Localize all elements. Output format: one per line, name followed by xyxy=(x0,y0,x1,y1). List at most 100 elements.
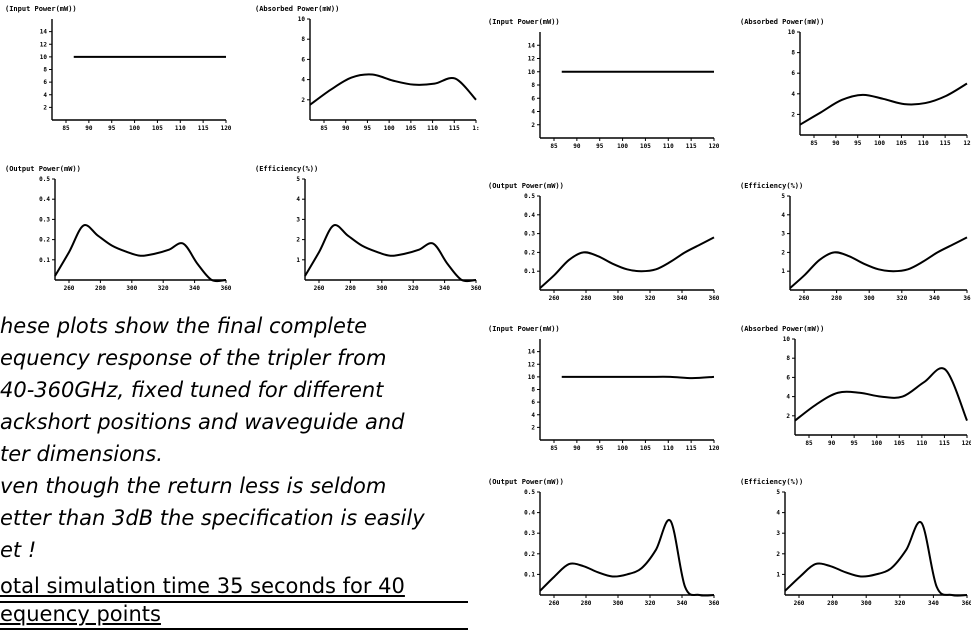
x-tick-label: 120 xyxy=(221,125,232,132)
x-tick-label: 110 xyxy=(916,440,927,447)
y-tick-label: 14 xyxy=(40,29,48,36)
caption-line: ackshort positions and waveguide and xyxy=(0,410,405,434)
x-tick-label: 85 xyxy=(62,125,70,132)
plot-g3-absorbed: (Absorbed Power(mW)) 2 4 6 8 10 85 90 95 100 105 11… xyxy=(740,325,971,458)
plot-title: (Efficiency(%)) xyxy=(740,182,804,190)
x-tick-label: 110 xyxy=(663,445,674,452)
y-tick-label: 10 xyxy=(298,16,306,23)
x-tick-label: 105 xyxy=(894,440,905,447)
plot-title: (Input Power(mW)) xyxy=(488,325,560,333)
plot-title: (Output Power(mW)) xyxy=(5,165,81,173)
y-tick-label: 3 xyxy=(776,530,780,537)
x-tick-label: 1: xyxy=(472,125,479,132)
x-tick-label: 260 xyxy=(794,600,805,607)
x-tick-label: 320 xyxy=(896,295,907,302)
plot-g3-output: (Output Power(mW)) 0.1 0.2 0.3 0.4 0.5 260 280 3… xyxy=(488,478,720,608)
x-tick-label: 95 xyxy=(854,140,862,147)
x-tick-label: 280 xyxy=(827,600,838,607)
x-tick-label: 85 xyxy=(805,440,813,447)
x-tick-label: 115 xyxy=(686,445,697,452)
series-line xyxy=(304,224,477,283)
y-tick-label: 4 xyxy=(786,394,790,401)
x-tick-label: 105 xyxy=(405,125,416,132)
y-tick-label: 2 xyxy=(791,111,795,118)
series-line xyxy=(539,518,715,597)
x-tick-label: 360 xyxy=(962,600,971,607)
y-tick-label: 2 xyxy=(301,97,305,104)
y-tick-label: 1 xyxy=(776,571,780,578)
x-tick-label: 360 xyxy=(471,285,482,292)
x-tick-label: 110 xyxy=(175,125,186,132)
y-tick-label: 2 xyxy=(43,104,47,111)
y-tick-label: 10 xyxy=(528,69,536,76)
x-tick-label: 95 xyxy=(851,440,859,447)
x-tick-label: 105 xyxy=(896,140,907,147)
x-tick-label: 360 xyxy=(221,285,232,292)
y-tick-label: 0.5 xyxy=(524,193,535,200)
x-tick-label: 100 xyxy=(129,125,140,132)
x-tick-label: 95 xyxy=(108,125,116,132)
x-tick-label: 110 xyxy=(663,143,674,150)
x-tick-label: 300 xyxy=(864,295,875,302)
plot-svg: 2 4 6 8 10 12 14 85 90 95 100 105 110 115 120 xyxy=(40,19,232,132)
y-tick-label: 5 xyxy=(296,176,300,183)
x-tick-label: 260 xyxy=(549,600,560,607)
caption-line: hese plots show the final complete xyxy=(0,314,368,338)
y-tick-label: 8 xyxy=(43,67,47,74)
x-tick-label: 300 xyxy=(861,600,872,607)
y-tick-label: 0.1 xyxy=(39,257,50,264)
y-tick-label: 8 xyxy=(531,387,535,394)
plot-g2-efficiency: (Efficiency(%)) 1 2 3 4 5 260 280 300 320 340 36 xyxy=(740,182,971,320)
y-tick-label: 4 xyxy=(776,510,780,517)
y-tick-label: 3 xyxy=(296,216,300,223)
x-tick-label: 340 xyxy=(189,285,200,292)
caption-line: ven though the return less is seldom xyxy=(0,474,387,498)
x-tick-label: 95 xyxy=(596,445,604,452)
plot-svg: 2 4 6 8 10 85 90 95 100 105 110 115 12 xyxy=(788,29,971,147)
x-tick-label: 300 xyxy=(126,285,137,292)
caption-line: ter dimensions. xyxy=(0,442,163,466)
y-tick-label: 0.2 xyxy=(39,237,50,244)
y-tick-label: 0.3 xyxy=(39,216,50,223)
y-tick-label: 4 xyxy=(781,212,785,219)
series-line xyxy=(784,520,968,597)
x-tick-label: 260 xyxy=(314,285,325,292)
y-tick-label: 12 xyxy=(40,41,48,48)
x-tick-label: 120 xyxy=(962,440,971,447)
x-tick-label: 340 xyxy=(677,600,688,607)
plot-svg: 2 4 6 8 10 85 90 95 100 105 110 115 1: xyxy=(298,16,480,132)
x-tick-label: 260 xyxy=(64,285,75,292)
y-tick-label: 0.4 xyxy=(39,196,50,203)
plot-svg: 0.1 0.2 0.3 0.4 0.5 260 280 300 320 340 360 xyxy=(524,193,720,302)
x-tick-label: 320 xyxy=(158,285,169,292)
plot-g2-input: (Input Power(mW)) 2 4 6 8 10 12 14 85 90 95 100 105 1… xyxy=(488,18,720,158)
series-line xyxy=(794,367,968,422)
plot-title: (Absorbed Power(mW)) xyxy=(740,18,825,26)
x-tick-label: 110 xyxy=(918,140,929,147)
plot-svg: 1 2 3 4 5 260 280 300 320 340 360 xyxy=(776,489,971,607)
series-line xyxy=(539,236,715,289)
y-tick-label: 0.1 xyxy=(524,268,535,275)
caption-line: 40-360GHz, fixed tuned for different xyxy=(0,378,384,402)
x-tick-label: 280 xyxy=(95,285,106,292)
x-tick-label: 115 xyxy=(939,440,950,447)
plot-svg: 1 2 3 4 5 260 280 300 320 340 36 xyxy=(781,193,971,302)
x-tick-label: 300 xyxy=(613,600,624,607)
x-tick-label: 320 xyxy=(408,285,419,292)
plot-svg: 2 4 6 8 10 12 14 85 90 95 100 105 110 115 120 xyxy=(528,32,720,150)
y-tick-label: 2 xyxy=(531,424,535,431)
x-tick-label: 100 xyxy=(617,445,628,452)
x-tick-label: 360 xyxy=(709,600,720,607)
y-tick-label: 0.1 xyxy=(524,571,535,578)
y-tick-label: 14 xyxy=(528,42,536,49)
series-line xyxy=(789,236,968,289)
x-tick-label: 340 xyxy=(928,600,939,607)
plot-svg: 2 4 6 8 10 85 90 95 100 105 110 115 120 xyxy=(783,336,971,447)
x-tick-label: 90 xyxy=(573,445,581,452)
y-tick-label: 2 xyxy=(781,249,785,256)
y-tick-label: 4 xyxy=(296,196,300,203)
y-tick-label: 0.4 xyxy=(524,510,535,517)
x-tick-label: 85 xyxy=(320,125,328,132)
y-tick-label: 2 xyxy=(531,122,535,129)
x-tick-label: 100 xyxy=(871,440,882,447)
